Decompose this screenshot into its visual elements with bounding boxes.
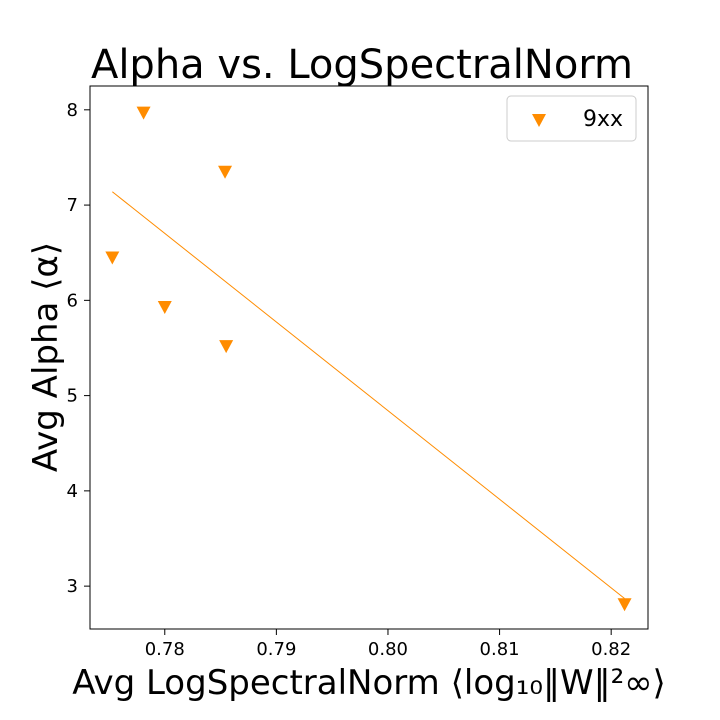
axes-frame: [89, 85, 649, 630]
x-tick-label: 0.79: [256, 639, 296, 660]
legend: 9xx: [506, 95, 637, 142]
y-tick-label: 8: [67, 100, 78, 121]
y-tick-label: 6: [67, 290, 78, 311]
y-tick-label: 3: [67, 576, 78, 597]
data-point: [219, 340, 234, 354]
y-tick-label: 4: [67, 481, 78, 502]
chart-title: Alpha vs. LogSpectralNorm: [91, 42, 633, 88]
legend-label-9xx: 9xx: [583, 107, 623, 132]
x-tick-label: 0.80: [368, 639, 408, 660]
x-tick-label: 0.82: [591, 639, 631, 660]
fit-line: [112, 191, 625, 599]
y-tick-label: 5: [67, 386, 78, 407]
legend-box: [506, 95, 637, 142]
x-axis-label: Avg LogSpectralNorm ⟨log₁₀‖W‖²∞⟩: [72, 663, 666, 703]
data-point: [105, 251, 120, 265]
data-point: [617, 598, 632, 612]
axis-ticks: 0.78 0.79 0.80 0.81 0.82 3 4 5 6 7 8: [67, 100, 632, 660]
x-tick-label: 0.78: [145, 639, 185, 660]
plot-area: [105, 106, 632, 612]
x-tick-label: 0.81: [480, 639, 520, 660]
y-tick-label: 7: [67, 195, 78, 216]
y-axis-label: Avg Alpha ⟨α⟩: [26, 242, 66, 472]
data-point: [218, 165, 233, 179]
data-point: [157, 301, 172, 315]
data-point: [136, 106, 151, 120]
legend-marker: [532, 114, 546, 127]
